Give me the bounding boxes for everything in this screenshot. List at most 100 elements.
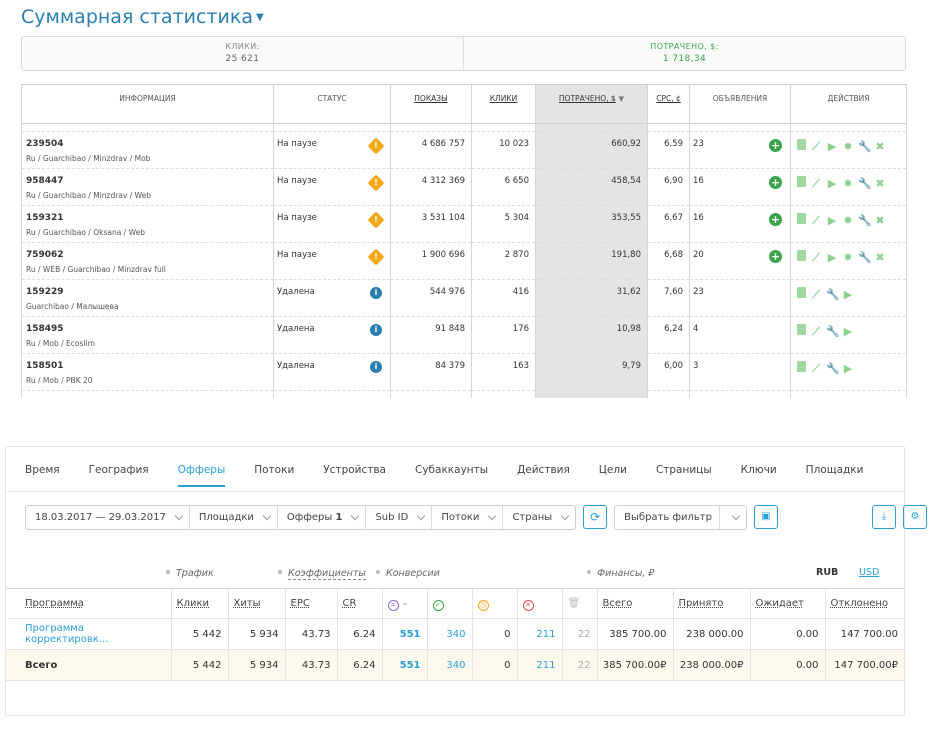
tab-5[interactable]: Субаккаунты <box>415 464 489 476</box>
campaign-info[interactable]: 158501 Ru / Mob / PBK 20 <box>21 353 274 391</box>
wrench-icon[interactable]: 🔧 <box>826 288 840 301</box>
warning-icon[interactable] <box>367 211 385 229</box>
wrench-icon[interactable]: 🔧 <box>858 214 872 227</box>
document-icon[interactable] <box>797 361 806 372</box>
col-total[interactable]: Всего <box>596 588 673 619</box>
add-ad-icon[interactable]: + <box>769 139 782 152</box>
warning-icon[interactable] <box>367 137 385 155</box>
currency-usd[interactable]: USD <box>859 567 880 578</box>
col-rejected[interactable]: Отклонено <box>824 588 904 619</box>
delete-icon[interactable]: ✖ <box>875 251 885 264</box>
tab-3[interactable]: Потоки <box>254 464 295 476</box>
campaign-id[interactable]: 158501 <box>26 361 64 371</box>
warning-icon[interactable] <box>367 248 385 266</box>
tab-10[interactable]: Площадки <box>805 464 864 476</box>
add-ad-icon[interactable]: + <box>769 213 782 226</box>
wrench-icon[interactable]: 🔧 <box>826 362 840 375</box>
play-icon[interactable]: ▶ <box>843 288 853 301</box>
program-link[interactable]: Программа корректировк... <box>6 618 171 650</box>
col-pending[interactable]: Ожидает <box>749 588 825 619</box>
header-spent[interactable]: ПОТРАЧЕНО, $ ▼ <box>535 84 648 124</box>
delete-icon[interactable]: ✖ <box>875 177 885 190</box>
header-cpc[interactable]: CPC, ¢ <box>647 84 690 124</box>
total-conv-all[interactable]: 551 <box>381 649 427 681</box>
col-hits[interactable]: Хиты <box>227 588 285 619</box>
document-icon[interactable] <box>797 287 806 298</box>
wrench-icon[interactable]: 🔧 <box>858 140 872 153</box>
date-range-select[interactable]: 18.03.2017 — 29.03.2017 <box>26 506 190 529</box>
cell-conv-rej[interactable]: 211 <box>516 618 562 650</box>
tab-1[interactable]: География <box>88 464 149 476</box>
gear-icon[interactable]: ✹ <box>843 214 853 227</box>
campaign-id[interactable]: 159229 <box>26 287 64 297</box>
caret-down-icon[interactable]: ▼ <box>255 12 264 23</box>
play-icon[interactable]: ▶ <box>843 362 853 375</box>
campaign-info[interactable]: 759062 Ru / WEB / Guarchibao / Minzdrav f… <box>21 242 274 280</box>
info-icon[interactable]: i <box>370 324 382 336</box>
campaign-info[interactable]: 239504 Ru / Guarchibao / Minzdrav / Mob <box>21 131 274 169</box>
col-conv-ok[interactable]: ✓ <box>426 588 472 619</box>
header-impressions[interactable]: ПОКАЗЫ <box>390 84 472 124</box>
header-clicks[interactable]: КЛИКИ <box>471 84 536 124</box>
col-cr[interactable]: CR <box>336 588 382 619</box>
tab-4[interactable]: Устройства <box>323 464 386 476</box>
play-icon[interactable]: ▶ <box>827 177 837 190</box>
cell-conv-ok[interactable]: 340 <box>426 618 472 650</box>
document-icon[interactable] <box>797 139 806 150</box>
tab-6[interactable]: Действия <box>517 464 570 476</box>
chart-line-icon[interactable]: ⟋ <box>812 362 820 375</box>
export-button[interactable]: ⤓ <box>871 505 896 529</box>
tab-8[interactable]: Страницы <box>655 464 712 476</box>
streams-select[interactable]: Потоки <box>432 506 504 529</box>
countries-select[interactable]: Страны <box>503 506 575 529</box>
col-epc[interactable]: EPC <box>284 588 337 619</box>
play-icon[interactable]: ▶ <box>827 251 837 264</box>
total-conv-ok[interactable]: 340 <box>426 649 472 681</box>
currency-rub[interactable]: RUB <box>816 567 839 578</box>
wrench-icon[interactable]: 🔧 <box>858 251 872 264</box>
delete-icon[interactable]: ✖ <box>875 214 885 227</box>
chart-line-icon[interactable]: ⟋ <box>812 288 820 301</box>
info-icon[interactable]: i <box>370 361 382 373</box>
document-icon[interactable] <box>797 213 806 224</box>
col-conv-trash[interactable]: 🗑 <box>561 588 597 619</box>
campaign-id[interactable]: 759062 <box>26 250 64 260</box>
document-icon[interactable] <box>797 250 806 261</box>
chart-line-icon[interactable]: ⟋ <box>812 177 820 190</box>
chart-line-icon[interactable]: ⟋ <box>812 214 820 227</box>
chart-line-icon[interactable]: ⟋ <box>812 251 820 264</box>
play-icon[interactable]: ▶ <box>843 325 853 338</box>
tab-2[interactable]: Офферы <box>177 464 226 487</box>
chart-line-icon[interactable]: ⟋ <box>812 140 820 153</box>
tab-0[interactable]: Время <box>25 464 60 476</box>
col-conv-rej[interactable]: ✕ <box>516 588 562 619</box>
chart-line-icon[interactable]: ⟋ <box>812 325 820 338</box>
wrench-icon[interactable]: 🔧 <box>826 325 840 338</box>
add-ad-icon[interactable]: + <box>769 176 782 189</box>
campaign-id[interactable]: 158495 <box>26 324 64 334</box>
play-icon[interactable]: ▶ <box>827 214 837 227</box>
campaign-info[interactable]: 958447 Ru / Guarchibao / Minzdrav / Web <box>21 168 274 206</box>
choose-filter-select[interactable]: Выбрать фильтр <box>615 506 720 529</box>
play-icon[interactable]: ▶ <box>827 140 837 153</box>
tab-7[interactable]: Цели <box>598 464 627 476</box>
cell-conv-all[interactable]: 551 <box>381 618 427 650</box>
gear-icon[interactable]: ✹ <box>843 177 853 190</box>
campaign-id[interactable]: 159321 <box>26 213 64 223</box>
warning-icon[interactable] <box>367 174 385 192</box>
save-filter-button[interactable]: ▣ <box>753 505 778 529</box>
wrench-icon[interactable]: 🔧 <box>858 177 872 190</box>
refresh-button[interactable]: ⟳ <box>583 505 608 529</box>
campaign-info[interactable]: 158495 Ru / Mob / Ecoslim <box>21 316 274 354</box>
page-title[interactable]: Суммарная статистика ▼ <box>21 6 264 28</box>
tab-9[interactable]: Ключи <box>740 464 777 476</box>
add-ad-icon[interactable]: + <box>769 250 782 263</box>
campaign-info[interactable]: 159321 Ru / Guarchibao / Oksana / Web <box>21 205 274 243</box>
document-icon[interactable] <box>797 176 806 187</box>
offers-select[interactable]: Офферы 1 <box>278 506 367 529</box>
gear-icon[interactable]: ✹ <box>843 251 853 264</box>
group-coefficients[interactable]: Коэффициенты <box>278 568 366 580</box>
campaign-id[interactable]: 239504 <box>26 139 64 149</box>
delete-icon[interactable]: ✖ <box>875 140 885 153</box>
col-program[interactable]: Программа <box>6 588 171 619</box>
